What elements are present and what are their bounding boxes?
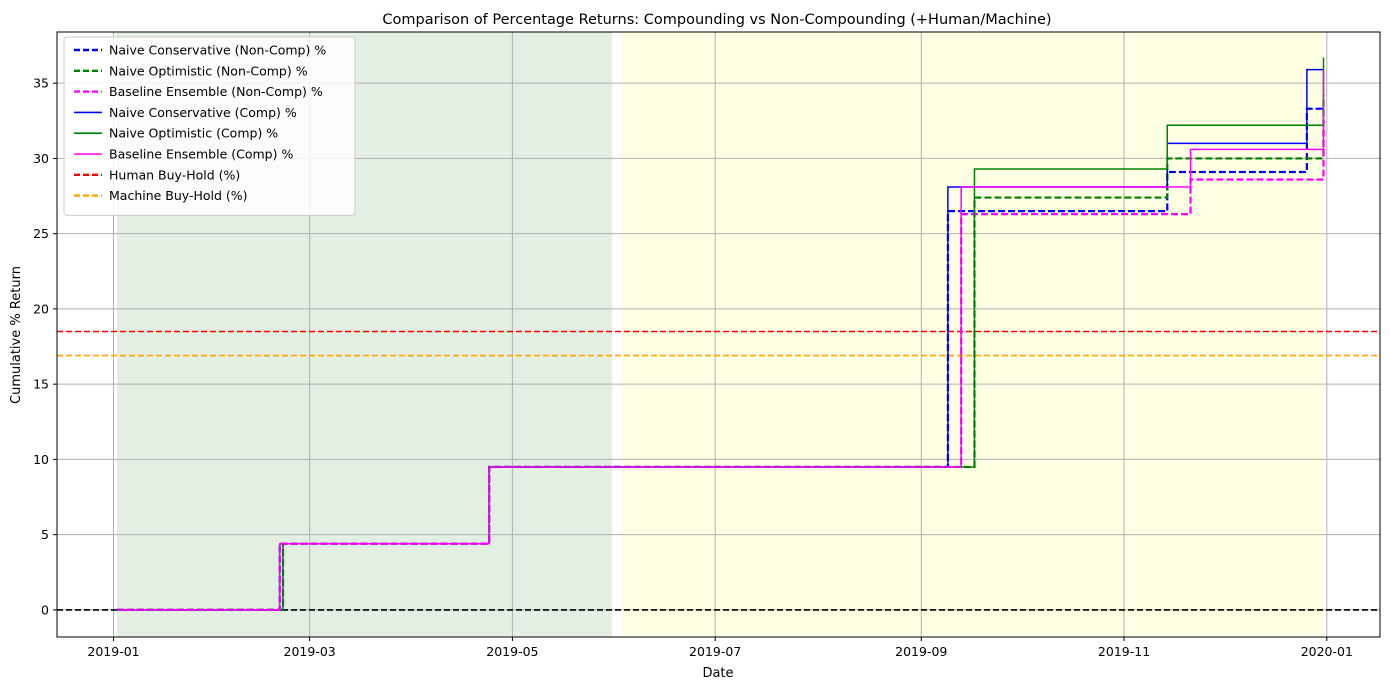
series-line-4 [116, 57, 1325, 611]
legend-label: Naive Conservative (Non-Comp) % [109, 43, 326, 58]
data-series [116, 57, 1325, 612]
x-tick-label: 2019-07 [689, 644, 741, 659]
x-axis-ticks: 2019-01 2019-03 2019-05 2019-07 2019-09 2019-… [87, 637, 1353, 659]
legend-label: Machine Buy-Hold (%) [109, 188, 248, 203]
y-axis-ticks: 0 5 10 15 20 25 30 35 [33, 76, 57, 617]
y-tick-label: 35 [33, 76, 49, 91]
y-tick-label: 15 [33, 377, 49, 392]
x-tick-label: 2019-01 [87, 644, 139, 659]
x-tick-label: 2019-05 [486, 644, 538, 659]
x-tick-label: 2020-01 [1301, 644, 1353, 659]
x-tick-label: 2019-03 [284, 644, 336, 659]
legend: Naive Conservative (Non-Comp) % Naive Opt… [63, 36, 356, 216]
chart-title: Comparison of Percentage Returns: Compou… [382, 12, 1051, 28]
y-tick-label: 25 [33, 226, 49, 241]
shaded-region-1 [622, 32, 1324, 637]
series-line-5 [116, 69, 1325, 611]
y-tick-label: 0 [41, 602, 49, 617]
plot-frame [56, 31, 1381, 638]
y-axis-label: Cumulative % Return [9, 266, 24, 404]
y-tick-label: 10 [33, 452, 49, 467]
y-tick-label: 30 [33, 151, 49, 166]
legend-label: Naive Optimistic (Non-Comp) % [109, 63, 308, 78]
y-tick-label: 5 [41, 527, 49, 542]
legend-label: Baseline Ensemble (Comp) % [109, 147, 293, 162]
legend-label: Human Buy-Hold (%) [109, 167, 240, 182]
legend-label: Baseline Ensemble (Non-Comp) % [109, 84, 323, 99]
legend-label: Naive Optimistic (Comp) % [109, 126, 278, 141]
x-tick-label: 2019-09 [895, 644, 947, 659]
legend-label: Naive Conservative (Comp) % [109, 105, 297, 120]
y-tick-label: 20 [33, 301, 49, 316]
x-tick-label: 2019-11 [1098, 644, 1150, 659]
legend-box [63, 36, 356, 216]
shaded-regions [116, 32, 1324, 637]
x-axis-label: Date [702, 666, 733, 681]
